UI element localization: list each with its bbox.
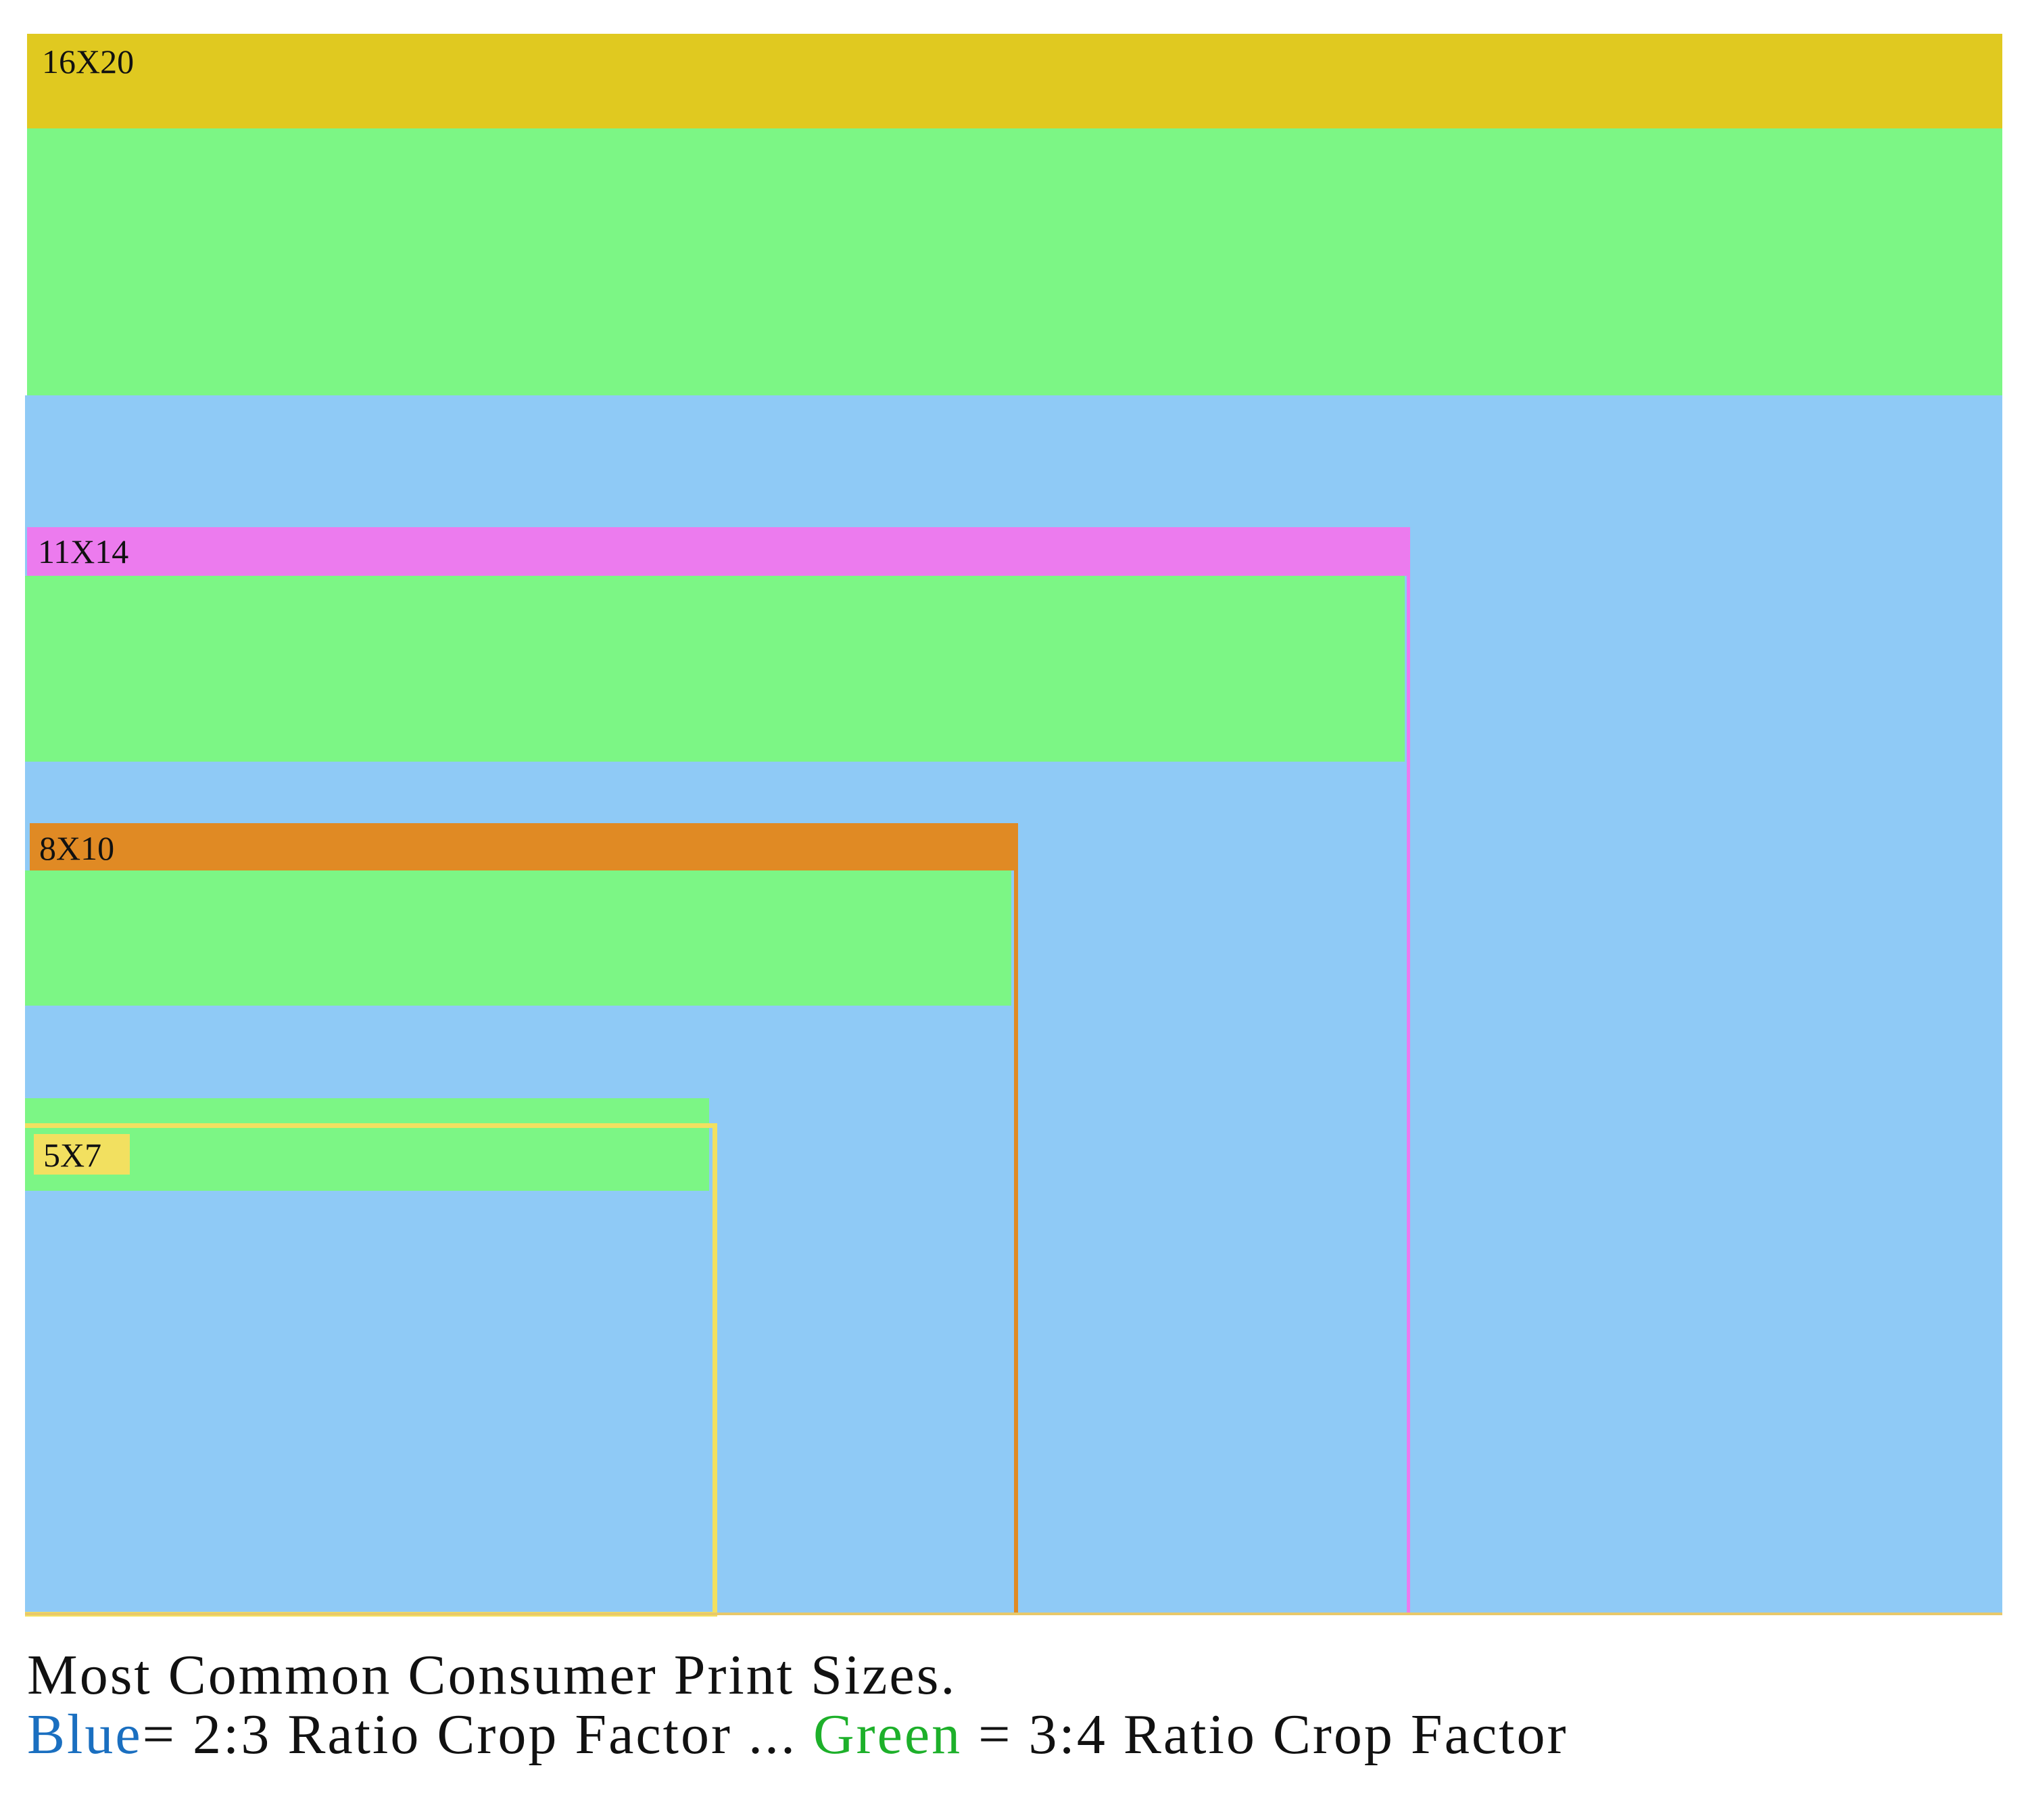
legend-green-word: Green bbox=[813, 1703, 963, 1766]
print-5x7-label-bg bbox=[34, 1134, 130, 1175]
print-11x14-frame bbox=[27, 527, 1410, 1613]
print-5x7-label: 5X7 bbox=[43, 1136, 102, 1174]
print-11x14-label: 11X14 bbox=[38, 533, 129, 570]
legend-blue-text: = 2:3 Ratio Crop Factor ... bbox=[142, 1703, 813, 1766]
print-8x10-frame bbox=[30, 823, 1018, 1613]
print-8x10-label: 8X10 bbox=[39, 829, 115, 867]
caption-legend: Blue= 2:3 Ratio Crop Factor ... Green = … bbox=[27, 1705, 1568, 1765]
print-16x20-green-crop bbox=[27, 128, 2002, 395]
print-11x14-green-crop bbox=[25, 576, 1405, 762]
print-8x10-green-crop bbox=[25, 870, 1011, 1006]
print-16x20-label: 16X20 bbox=[42, 43, 135, 80]
legend-green-text: = 3:4 Ratio Crop Factor bbox=[962, 1703, 1568, 1766]
print-5x7-green-crop bbox=[25, 1098, 709, 1191]
caption: Most Common Consumer Print Sizes. Blue= … bbox=[27, 1646, 1568, 1765]
legend-blue-word: Blue bbox=[27, 1703, 143, 1766]
bottom-edge-line bbox=[25, 1613, 2002, 1615]
caption-title: Most Common Consumer Print Sizes. bbox=[27, 1644, 957, 1706]
print-5x7-frame bbox=[25, 1123, 717, 1617]
